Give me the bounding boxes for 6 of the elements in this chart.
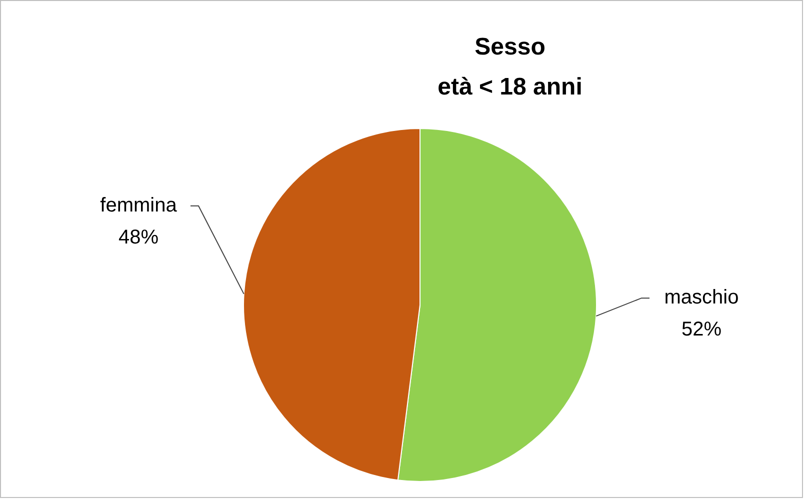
slice-label: maschio [664, 286, 739, 309]
data-label: 52% [681, 318, 722, 341]
slice-label: femmina [100, 194, 178, 216]
chart-subtitle: età < 18 anni [438, 74, 582, 101]
chart-title: Sesso [474, 34, 546, 61]
data-label: 48% [118, 226, 159, 248]
